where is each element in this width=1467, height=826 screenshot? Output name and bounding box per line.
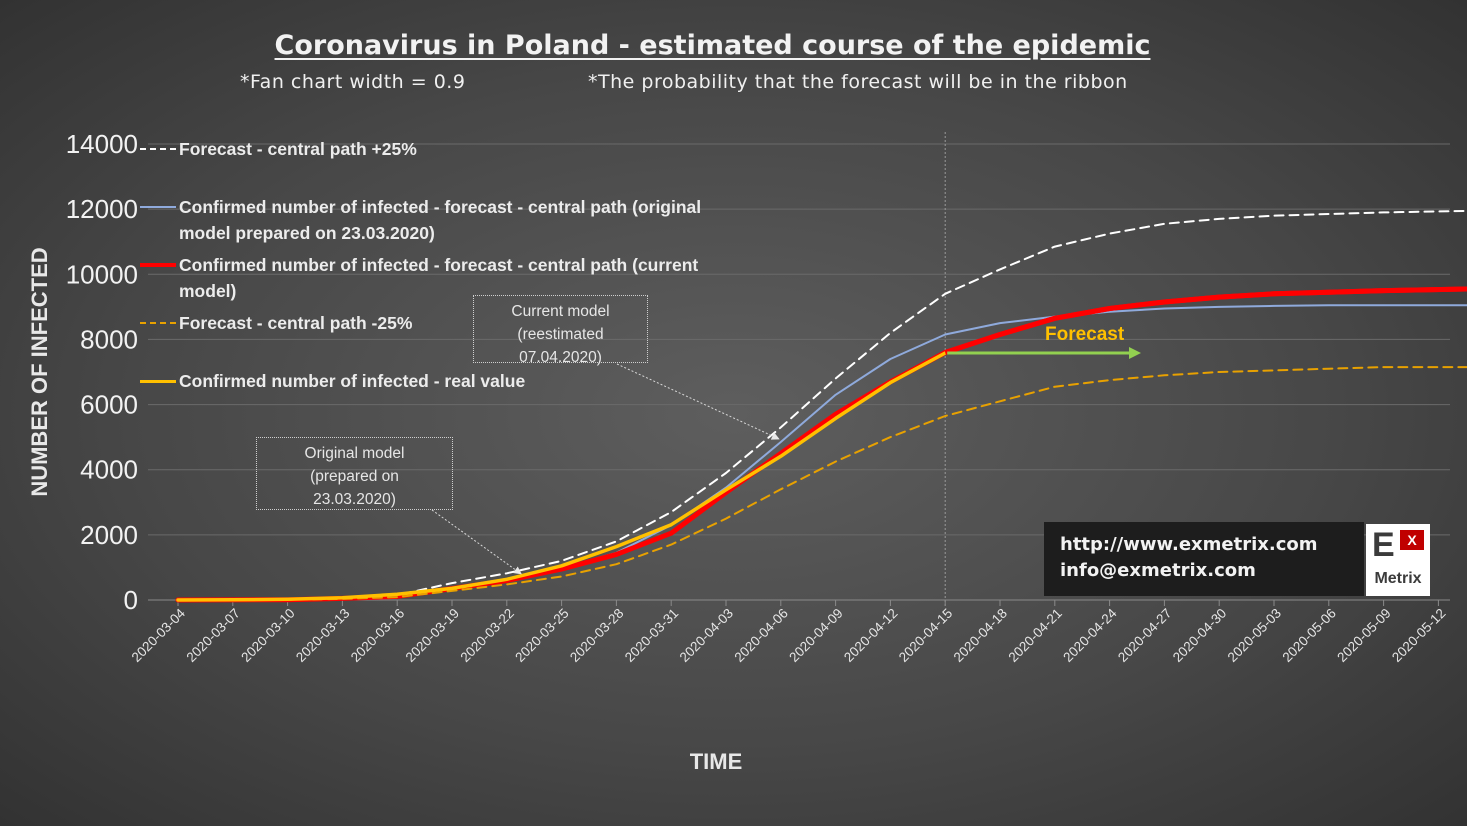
y-tick-label: 6000 (80, 390, 138, 420)
x-tick-label: 2020-05-03 (1225, 606, 1284, 665)
y-tick-label: 2000 (80, 520, 138, 550)
x-tick-label: 2020-04-30 (1170, 606, 1229, 665)
series-real-value-line (176, 351, 947, 602)
x-axis-label: TIME (689, 749, 743, 774)
legend-label: Forecast - central path -25% (179, 313, 413, 333)
callout-current-model-arrow (616, 363, 780, 440)
y-axis: 0 2000 4000 6000 8000 10000 12000 14000 (66, 129, 138, 615)
x-tick-label: 2020-04-21 (1005, 606, 1064, 665)
series-current-model-forecast-line (944, 286, 1467, 355)
legend-item-minus25: Forecast - central path -25% (140, 313, 749, 336)
x-tick-label: 2020-03-07 (183, 606, 242, 665)
y-tick-label: 12000 (66, 194, 138, 224)
callout-original-model-arrow (431, 509, 522, 575)
legend-label: Confirmed number of infected - real valu… (179, 371, 526, 391)
x-tick-label: 2020-03-13 (293, 606, 352, 665)
x-tick-label: 2020-04-09 (786, 606, 845, 665)
x-tick-label: 2020-04-18 (951, 606, 1010, 665)
series-minus25-line (177, 366, 1467, 601)
chart-subtitle-fan-width: *Fan chart width = 0.9 (240, 71, 466, 93)
y-tick-label: 8000 (80, 324, 138, 354)
x-tick-label: 2020-04-27 (1115, 606, 1174, 665)
chart-subtitle-probability: *The probability that the forecast will … (588, 71, 1128, 93)
y-axis-label: NUMBER OF INFECTED (27, 247, 52, 497)
contact-box: http://www.exmetrix.com info@exmetrix.co… (1044, 522, 1364, 596)
y-tick-label: 14000 (66, 129, 138, 159)
x-tick-label: 2020-03-19 (403, 606, 462, 665)
series-lines (175, 209, 1467, 603)
x-tick-label: 2020-05-06 (1279, 606, 1338, 665)
x-tick-label: 2020-04-12 (841, 606, 900, 665)
legend-item-real-value: Confirmed number of infected - real valu… (140, 371, 749, 394)
legend-label: Forecast - central path +25% (179, 139, 417, 159)
x-tick-label: 2020-03-10 (238, 606, 297, 665)
x-tick-label: 2020-03-16 (348, 606, 407, 665)
x-axis: 2020-03-042020-03-072020-03-102020-03-13… (129, 600, 1449, 665)
legend-label: Confirmed number of infected - forecast … (179, 197, 702, 243)
website-link[interactable]: http://www.exmetrix.com (1060, 534, 1318, 555)
annotations (431, 347, 1141, 575)
x-tick-label: 2020-03-31 (622, 606, 681, 665)
exmetrix-logo: E X Metrix (1366, 524, 1430, 596)
callout-current-model: Current model (reestimated 07.04.2020) (473, 295, 648, 366)
x-tick-label: 2020-04-03 (677, 606, 736, 665)
legend-label: Confirmed number of infected - forecast … (179, 255, 699, 301)
x-tick-label: 2020-04-06 (731, 606, 790, 665)
chart-title: Coronavirus in Poland - estimated course… (274, 30, 1151, 61)
x-tick-label: 2020-05-12 (1389, 606, 1448, 665)
series-plus25-line (177, 209, 1467, 601)
legend-item-plus25: Forecast - central path +25% (140, 139, 749, 162)
callout-original-model: Original model (prepared on 23.03.2020) (256, 437, 453, 510)
logo-letter: E (1372, 526, 1395, 564)
email-link[interactable]: info@exmetrix.com (1060, 560, 1256, 581)
y-tick-label: 4000 (80, 455, 138, 485)
x-tick-label: 2020-04-24 (1060, 605, 1120, 665)
x-tick-label: 2020-04-15 (896, 606, 955, 665)
gridlines (148, 132, 1450, 608)
x-tick-label: 2020-03-22 (457, 606, 516, 665)
forecast-label: Forecast (1045, 324, 1125, 345)
legend-item-current-model: Confirmed number of infected - forecast … (140, 255, 749, 304)
legend-item-original-model: Confirmed number of infected - forecast … (140, 197, 749, 246)
x-tick-label: 2020-03-28 (567, 606, 626, 665)
x-tick-label: 2020-05-09 (1334, 606, 1393, 665)
y-tick-label: 0 (124, 585, 138, 615)
y-tick-label: 10000 (66, 259, 138, 289)
logo-superscript: X (1400, 530, 1424, 550)
x-tick-label: 2020-03-25 (512, 606, 571, 665)
logo-word: Metrix (1374, 570, 1422, 587)
